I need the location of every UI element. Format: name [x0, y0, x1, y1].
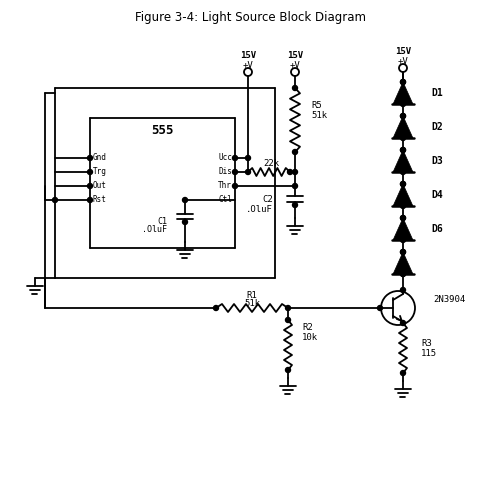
- Text: Rst: Rst: [93, 196, 107, 204]
- Text: 51k: 51k: [243, 298, 260, 308]
- Text: 115: 115: [420, 348, 436, 358]
- Text: 15V: 15V: [287, 52, 303, 61]
- Circle shape: [87, 170, 92, 174]
- Circle shape: [245, 170, 250, 174]
- Circle shape: [400, 215, 405, 220]
- Circle shape: [213, 306, 218, 310]
- Circle shape: [285, 318, 290, 322]
- Polygon shape: [392, 150, 412, 172]
- Circle shape: [400, 250, 405, 254]
- Text: Trg: Trg: [93, 168, 107, 176]
- Circle shape: [400, 250, 405, 254]
- Text: Thr: Thr: [218, 182, 231, 190]
- Circle shape: [232, 156, 237, 161]
- Circle shape: [400, 271, 405, 277]
- Circle shape: [400, 113, 405, 119]
- Text: Ctl: Ctl: [218, 196, 231, 204]
- Text: Ucc: Ucc: [218, 153, 231, 162]
- Circle shape: [400, 203, 405, 209]
- Text: C2: C2: [262, 196, 273, 204]
- Polygon shape: [392, 252, 412, 274]
- Text: 15V: 15V: [239, 52, 256, 61]
- Circle shape: [87, 184, 92, 188]
- Circle shape: [232, 170, 237, 174]
- Circle shape: [400, 147, 405, 152]
- Circle shape: [400, 80, 405, 84]
- Circle shape: [87, 156, 92, 161]
- Text: Out: Out: [93, 182, 107, 190]
- Text: R1: R1: [246, 291, 257, 299]
- Circle shape: [292, 149, 297, 155]
- Circle shape: [232, 184, 237, 188]
- Text: 22k: 22k: [263, 160, 279, 169]
- Text: 555: 555: [150, 123, 173, 136]
- Text: D4: D4: [430, 190, 442, 200]
- Text: +V: +V: [289, 61, 300, 69]
- Circle shape: [400, 182, 405, 187]
- Circle shape: [292, 85, 297, 91]
- Text: D1: D1: [430, 88, 442, 98]
- Circle shape: [400, 321, 405, 325]
- Circle shape: [400, 113, 405, 119]
- Circle shape: [292, 202, 297, 207]
- Circle shape: [400, 135, 405, 140]
- Text: Dis: Dis: [218, 168, 231, 176]
- Text: +V: +V: [397, 56, 407, 66]
- Circle shape: [182, 198, 187, 202]
- Text: C1: C1: [157, 217, 167, 227]
- Circle shape: [182, 219, 187, 225]
- Text: D6: D6: [430, 224, 442, 234]
- Circle shape: [87, 198, 92, 202]
- Polygon shape: [392, 82, 412, 104]
- Polygon shape: [392, 116, 412, 138]
- Circle shape: [292, 170, 297, 174]
- Circle shape: [400, 238, 405, 242]
- Text: D3: D3: [430, 156, 442, 166]
- Text: +V: +V: [242, 61, 253, 69]
- Text: .OluF: .OluF: [245, 205, 273, 214]
- Circle shape: [400, 287, 405, 293]
- Text: 2N3904: 2N3904: [432, 295, 464, 305]
- Circle shape: [400, 147, 405, 152]
- Text: R3: R3: [420, 338, 431, 348]
- Text: .OluF: .OluF: [142, 226, 167, 235]
- Circle shape: [400, 182, 405, 187]
- Polygon shape: [392, 218, 412, 240]
- Text: D2: D2: [430, 122, 442, 132]
- Text: 51k: 51k: [311, 111, 327, 120]
- Polygon shape: [392, 184, 412, 206]
- Circle shape: [400, 215, 405, 220]
- Circle shape: [53, 198, 58, 202]
- Circle shape: [245, 156, 250, 161]
- Circle shape: [400, 80, 405, 84]
- Circle shape: [400, 271, 405, 277]
- Circle shape: [400, 102, 405, 107]
- Circle shape: [377, 306, 382, 310]
- Circle shape: [285, 306, 290, 310]
- Circle shape: [285, 367, 290, 373]
- Circle shape: [292, 184, 297, 188]
- Text: 15V: 15V: [394, 48, 410, 56]
- Text: 10k: 10k: [302, 333, 318, 342]
- Text: R2: R2: [302, 323, 312, 333]
- Circle shape: [400, 170, 405, 174]
- Circle shape: [400, 371, 405, 375]
- Text: Gnd: Gnd: [93, 153, 107, 162]
- Text: Figure 3-4: Light Source Block Diagram: Figure 3-4: Light Source Block Diagram: [135, 12, 366, 25]
- Circle shape: [287, 170, 292, 174]
- Text: R5: R5: [311, 102, 321, 110]
